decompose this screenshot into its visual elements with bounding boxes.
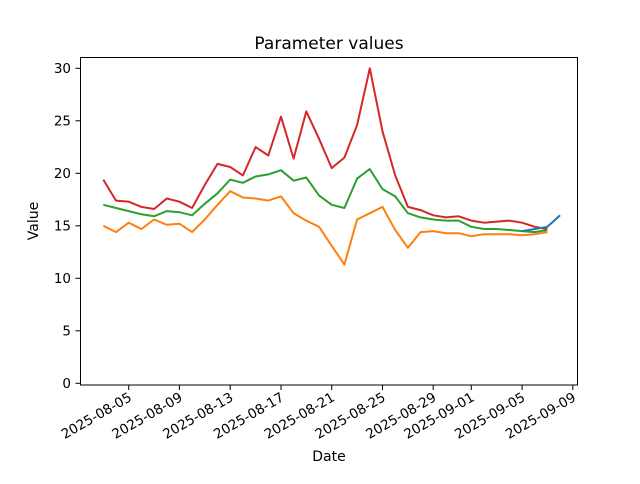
x-axis-label: Date bbox=[312, 449, 345, 465]
series-line-red bbox=[102, 67, 548, 230]
y-tick-label: 20 bbox=[54, 166, 71, 182]
series-line-blue bbox=[521, 214, 561, 233]
series-line-green bbox=[103, 168, 548, 234]
chart-title: Parameter values bbox=[254, 34, 403, 54]
y-axis-label: Value bbox=[26, 202, 42, 240]
y-tick-label: 30 bbox=[54, 61, 71, 77]
x-axis-ticks: 2025-08-052025-08-092025-08-132025-08-17… bbox=[59, 385, 579, 443]
y-tick-label: 5 bbox=[62, 324, 71, 340]
y-tick-label: 15 bbox=[54, 219, 71, 235]
y-axis-ticks: 0 5 10 15 20 25 30 bbox=[54, 61, 81, 392]
y-tick-label: 0 bbox=[62, 376, 71, 392]
series-line-orange bbox=[102, 190, 548, 266]
series-lines bbox=[102, 67, 561, 266]
y-tick-label: 25 bbox=[54, 114, 71, 130]
axes-spines bbox=[80, 57, 578, 386]
y-tick-label: 10 bbox=[54, 271, 71, 287]
